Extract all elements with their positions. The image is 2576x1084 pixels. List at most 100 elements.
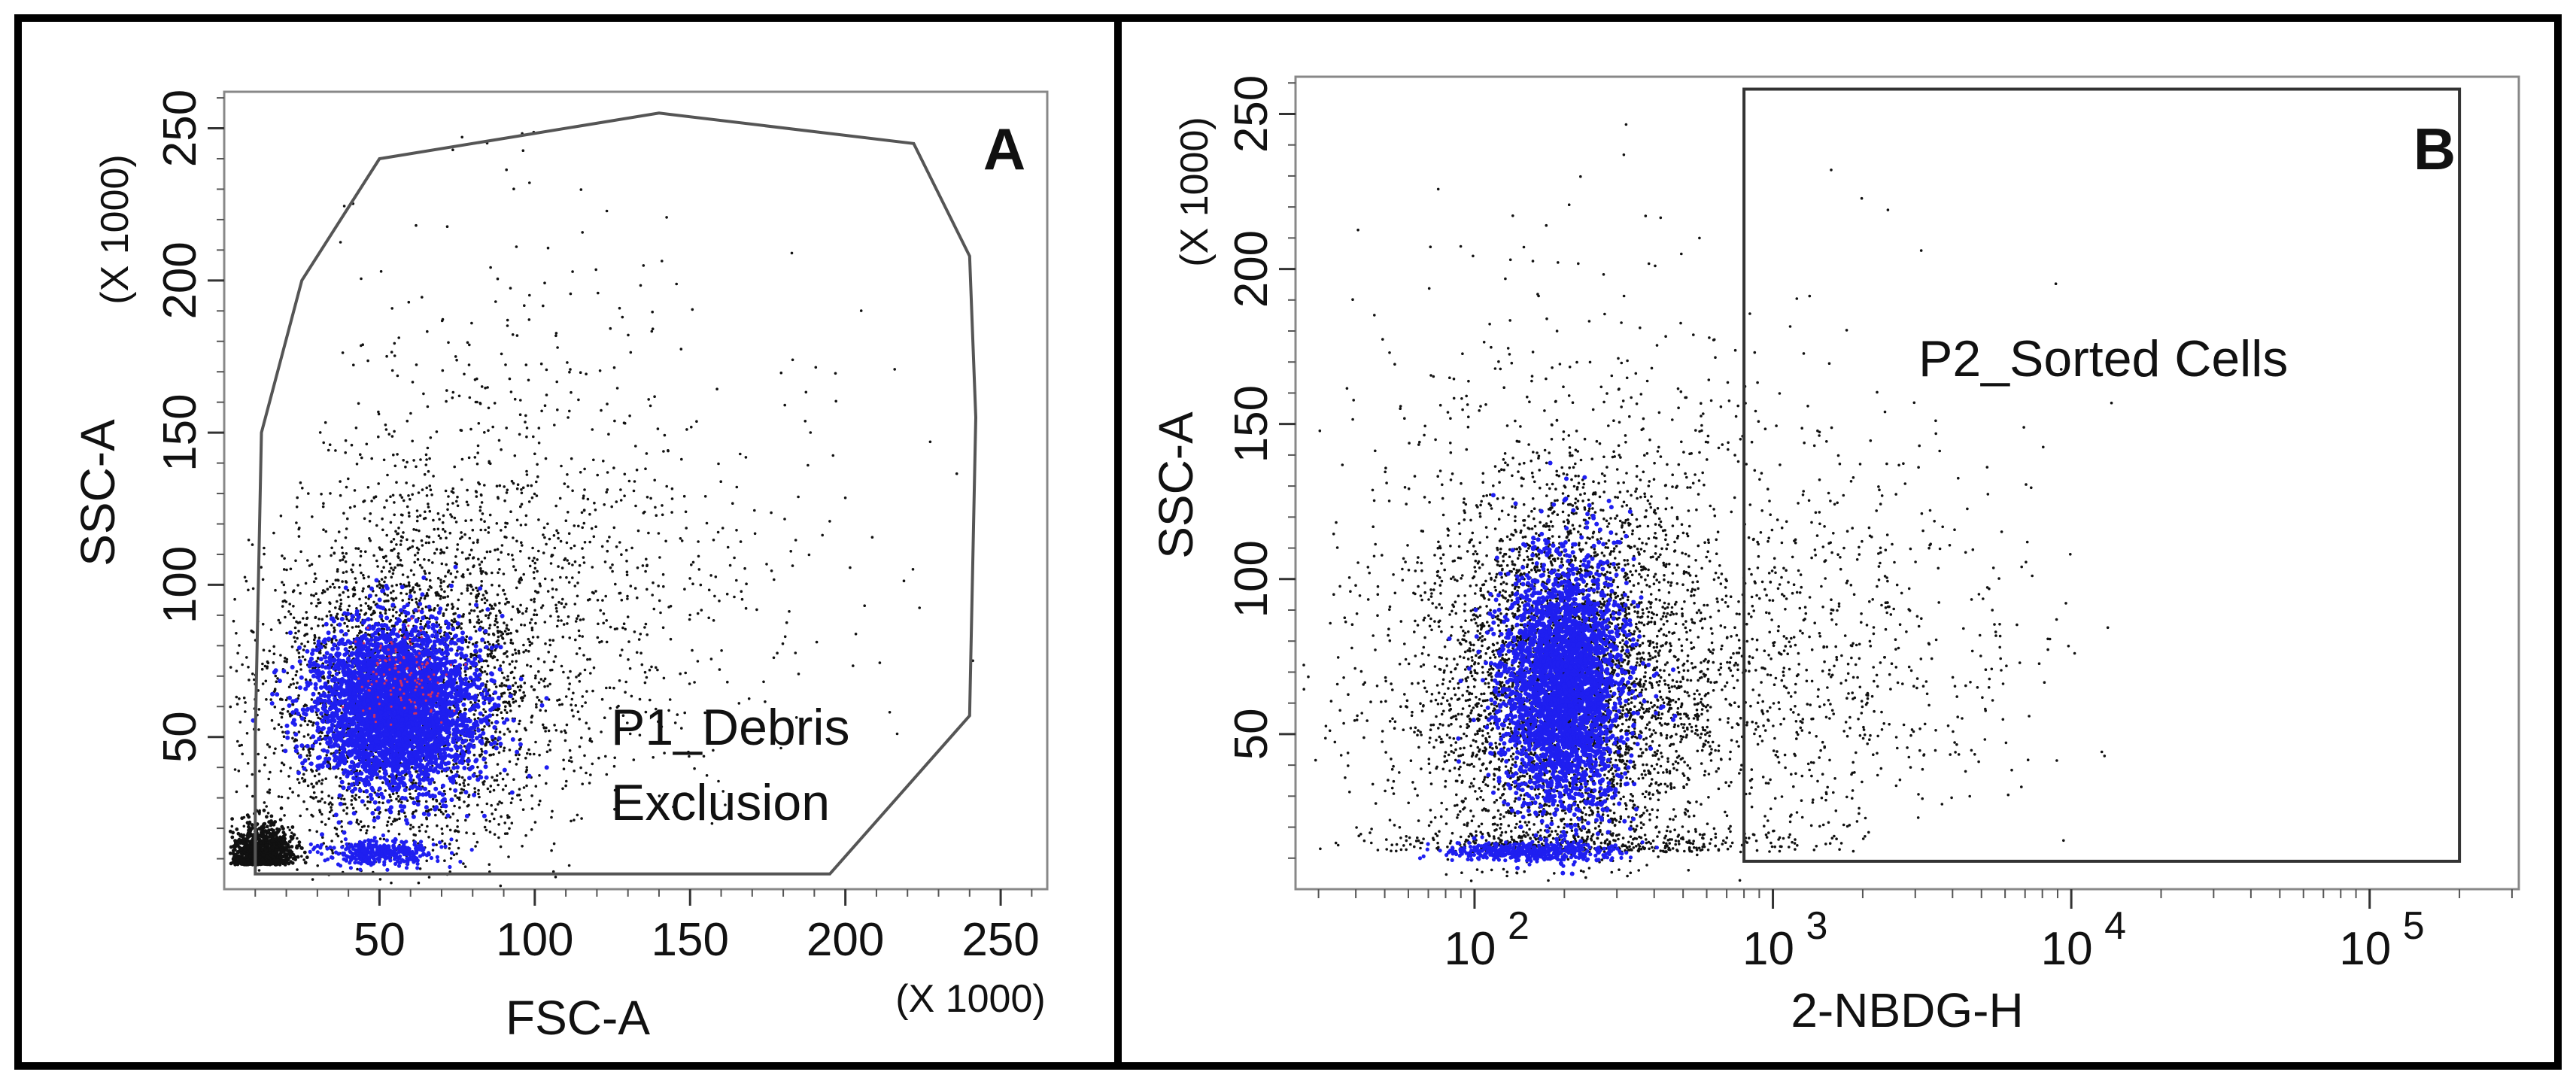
event-dot: [295, 686, 298, 689]
event-dot: [440, 588, 443, 591]
event-dot: [472, 564, 475, 567]
event-dot: [425, 816, 428, 819]
event-dot: [299, 814, 302, 818]
event-dot: [480, 501, 484, 504]
event-dot: [436, 527, 440, 531]
event-dot: [834, 372, 837, 375]
event-dot: [545, 368, 548, 372]
event-dot: [525, 607, 528, 610]
event-dot: [396, 374, 399, 378]
event-dot: [554, 606, 558, 610]
event-dot: [506, 650, 509, 653]
event-dot: [354, 625, 358, 628]
event-dot: [324, 801, 327, 804]
event-dot: [427, 503, 430, 506]
event-dot: [568, 370, 571, 374]
event-dot: [505, 627, 509, 630]
event-dot: [622, 421, 626, 424]
event-dot: [528, 293, 531, 297]
event-dot: [354, 577, 357, 580]
event-dot: [539, 585, 542, 588]
event-dot: [585, 372, 588, 376]
event-dot: [272, 645, 276, 648]
event-dot: [485, 683, 488, 686]
event-dot: [345, 812, 348, 815]
event-dot: [445, 399, 448, 403]
event-dot: [519, 685, 522, 688]
event-dot: [516, 685, 520, 688]
event-dot: [554, 655, 557, 658]
event-dot: [518, 578, 521, 581]
event-dot: [615, 545, 618, 548]
event-dot: [783, 635, 787, 639]
event-dot: [803, 420, 807, 423]
event-dot: [476, 766, 479, 769]
event-dot: [533, 600, 536, 603]
event-dot: [509, 704, 512, 708]
event-dot: [247, 824, 251, 829]
event-dot: [596, 599, 600, 602]
event-dot: [493, 623, 497, 627]
event-dot: [600, 408, 603, 412]
event-dot: [554, 334, 557, 338]
event-dot: [577, 524, 580, 528]
event-dot: [356, 867, 359, 871]
event-dot: [448, 828, 452, 832]
event-dot: [643, 681, 647, 685]
event-dot: [499, 611, 502, 615]
event-dot: [245, 732, 249, 735]
event-dot: [494, 808, 497, 811]
event-dot: [565, 723, 569, 727]
event-dot: [348, 645, 351, 649]
event-dot: [465, 635, 469, 639]
event-dot: [606, 549, 609, 553]
event-dot: [237, 837, 242, 842]
event-dot: [357, 625, 360, 628]
event-dot: [297, 840, 302, 845]
event-dot: [620, 553, 623, 556]
event-dot: [235, 695, 238, 699]
event-dot: [555, 529, 558, 533]
event-dot: [397, 812, 400, 815]
event-dot: [469, 621, 472, 624]
event-dot: [582, 618, 585, 621]
event-dot: [497, 783, 500, 787]
event-dot: [377, 412, 381, 416]
event-dot: [570, 756, 573, 759]
event-dot: [386, 473, 389, 477]
event-dot: [350, 568, 353, 572]
event-dot: [460, 457, 464, 461]
event-dot: [453, 516, 457, 520]
event-dot: [444, 809, 448, 813]
event-dot: [545, 750, 549, 754]
event-dot: [512, 778, 515, 781]
event-dot: [341, 551, 345, 555]
event-dot: [551, 578, 554, 581]
event-dot: [651, 327, 655, 331]
event-dot: [307, 492, 310, 495]
event-dot: [296, 868, 299, 871]
event-dot: [480, 810, 484, 814]
event-dot: [399, 539, 402, 542]
event-dot: [503, 684, 506, 687]
event-dot: [506, 773, 509, 776]
event-dot: [721, 790, 724, 793]
event-dot: [464, 673, 467, 677]
event-dot: [336, 612, 339, 616]
event-dot: [605, 619, 608, 622]
event-dot: [339, 493, 342, 497]
event-dot: [488, 513, 492, 517]
event-dot: [539, 362, 543, 366]
event-dot: [527, 650, 530, 653]
event-dot: [411, 545, 414, 548]
event-dot: [583, 467, 586, 471]
event-dot: [536, 591, 539, 594]
event-dot: [339, 776, 342, 780]
event-dot: [657, 585, 660, 588]
event-dot: [613, 419, 616, 423]
event-dot: [493, 817, 496, 821]
event-dot: [411, 439, 414, 443]
event-dot: [426, 329, 429, 333]
event-dot: [321, 505, 325, 509]
event-dot: [497, 631, 500, 634]
